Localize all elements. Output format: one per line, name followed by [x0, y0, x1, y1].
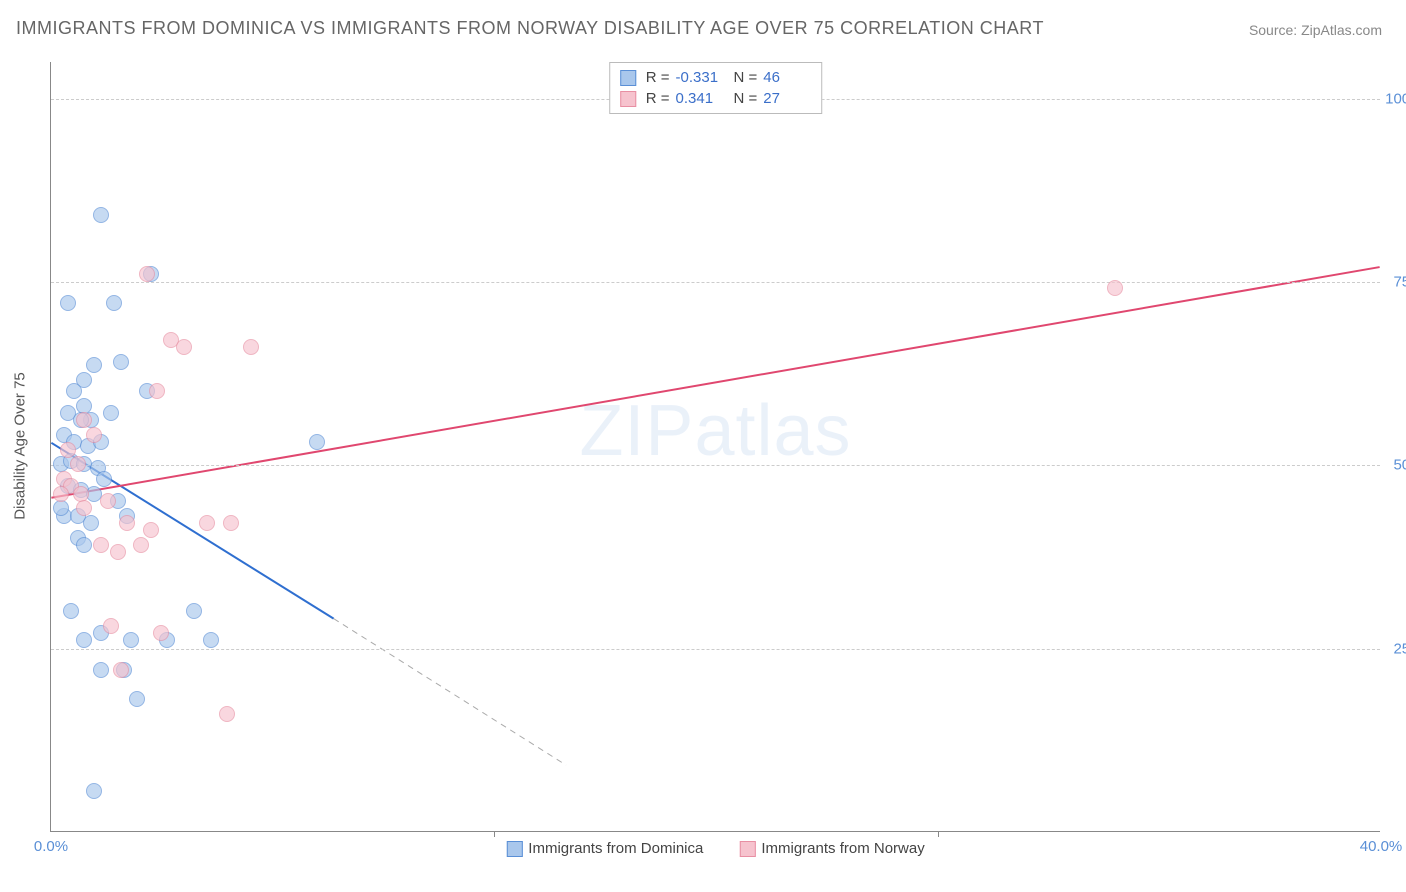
watermark: ZIPatlas: [579, 390, 851, 472]
data-point-dominica: [66, 383, 82, 399]
legend-swatch-dominica: [506, 841, 522, 857]
data-point-dominica: [186, 603, 202, 619]
data-point-dominica: [129, 691, 145, 707]
chart-title: IMMIGRANTS FROM DOMINICA VS IMMIGRANTS F…: [16, 18, 1044, 39]
data-point-norway: [93, 537, 109, 553]
x-tick-minor: [938, 831, 939, 837]
legend-r-dominica: -0.331: [676, 67, 724, 88]
legend-r-norway: 0.341: [676, 88, 724, 109]
data-point-dominica: [96, 471, 112, 487]
y-tick-label: 50.0%: [1393, 457, 1406, 474]
legend-n-label: N =: [734, 88, 758, 109]
data-point-dominica: [63, 603, 79, 619]
data-point-norway: [223, 515, 239, 531]
data-point-norway: [243, 339, 259, 355]
data-point-norway: [103, 618, 119, 634]
y-tick-label: 25.0%: [1393, 640, 1406, 657]
data-point-norway: [119, 515, 135, 531]
x-tick-minor: [494, 831, 495, 837]
data-point-dominica: [60, 295, 76, 311]
data-point-norway: [176, 339, 192, 355]
y-axis-label: Disability Age Over 75: [12, 372, 29, 520]
gridline-h: [51, 465, 1380, 466]
legend-r-label: R =: [646, 67, 670, 88]
data-point-dominica: [103, 405, 119, 421]
data-point-norway: [76, 500, 92, 516]
data-point-dominica: [309, 434, 325, 450]
legend-item-norway: Immigrants from Norway: [739, 840, 924, 857]
data-point-dominica: [113, 354, 129, 370]
data-point-dominica: [76, 632, 92, 648]
data-point-norway: [153, 625, 169, 641]
data-point-dominica: [123, 632, 139, 648]
x-tick-label: 0.0%: [34, 838, 68, 855]
legend-label-dominica: Immigrants from Dominica: [528, 840, 703, 857]
trendline-extrapolation-dominica: [334, 619, 566, 765]
data-point-norway: [219, 706, 235, 722]
data-point-norway: [1107, 280, 1123, 296]
watermark-light: atlas: [694, 391, 851, 471]
gridline-h: [51, 649, 1380, 650]
data-point-norway: [113, 662, 129, 678]
gridline-h: [51, 282, 1380, 283]
legend-r-label: R =: [646, 88, 670, 109]
data-point-dominica: [86, 357, 102, 373]
data-point-norway: [199, 515, 215, 531]
legend-n-label: N =: [734, 67, 758, 88]
data-point-norway: [70, 456, 86, 472]
data-point-norway: [76, 412, 92, 428]
legend-label-norway: Immigrants from Norway: [761, 840, 924, 857]
data-point-dominica: [53, 500, 69, 516]
legend-correlation-box: R = -0.331 N = 46 R = 0.341 N = 27: [609, 62, 823, 114]
data-point-dominica: [76, 398, 92, 414]
data-point-dominica: [93, 207, 109, 223]
legend-swatch-dominica: [620, 70, 636, 86]
plot-area: ZIPatlas R = -0.331 N = 46 R = 0.341 N =…: [50, 62, 1380, 832]
data-point-dominica: [86, 783, 102, 799]
legend-swatch-norway: [739, 841, 755, 857]
data-point-norway: [133, 537, 149, 553]
legend-row-dominica: R = -0.331 N = 46: [620, 67, 812, 88]
legend-n-norway: 27: [763, 88, 811, 109]
data-point-dominica: [203, 632, 219, 648]
data-point-norway: [73, 486, 89, 502]
legend-n-dominica: 46: [763, 67, 811, 88]
data-point-dominica: [106, 295, 122, 311]
source-label: Source:: [1249, 22, 1297, 38]
data-point-norway: [139, 266, 155, 282]
trendline-norway: [51, 267, 1379, 498]
data-point-norway: [86, 427, 102, 443]
data-point-norway: [143, 522, 159, 538]
data-point-norway: [149, 383, 165, 399]
y-tick-label: 75.0%: [1393, 274, 1406, 291]
data-point-norway: [60, 442, 76, 458]
data-point-norway: [53, 486, 69, 502]
y-tick-label: 100.0%: [1385, 90, 1406, 107]
watermark-bold: ZIP: [579, 391, 694, 471]
legend-item-dominica: Immigrants from Dominica: [506, 840, 703, 857]
data-point-norway: [110, 544, 126, 560]
legend-swatch-norway: [620, 91, 636, 107]
source-attribution: Source: ZipAtlas.com: [1249, 22, 1382, 38]
legend-row-norway: R = 0.341 N = 27: [620, 88, 812, 109]
source-name: ZipAtlas.com: [1301, 22, 1382, 38]
data-point-dominica: [93, 662, 109, 678]
trendlines-svg: [51, 62, 1380, 831]
x-tick-label: 40.0%: [1360, 838, 1403, 855]
data-point-dominica: [83, 515, 99, 531]
data-point-dominica: [76, 537, 92, 553]
data-point-norway: [100, 493, 116, 509]
legend-series: Immigrants from Dominica Immigrants from…: [506, 840, 924, 857]
